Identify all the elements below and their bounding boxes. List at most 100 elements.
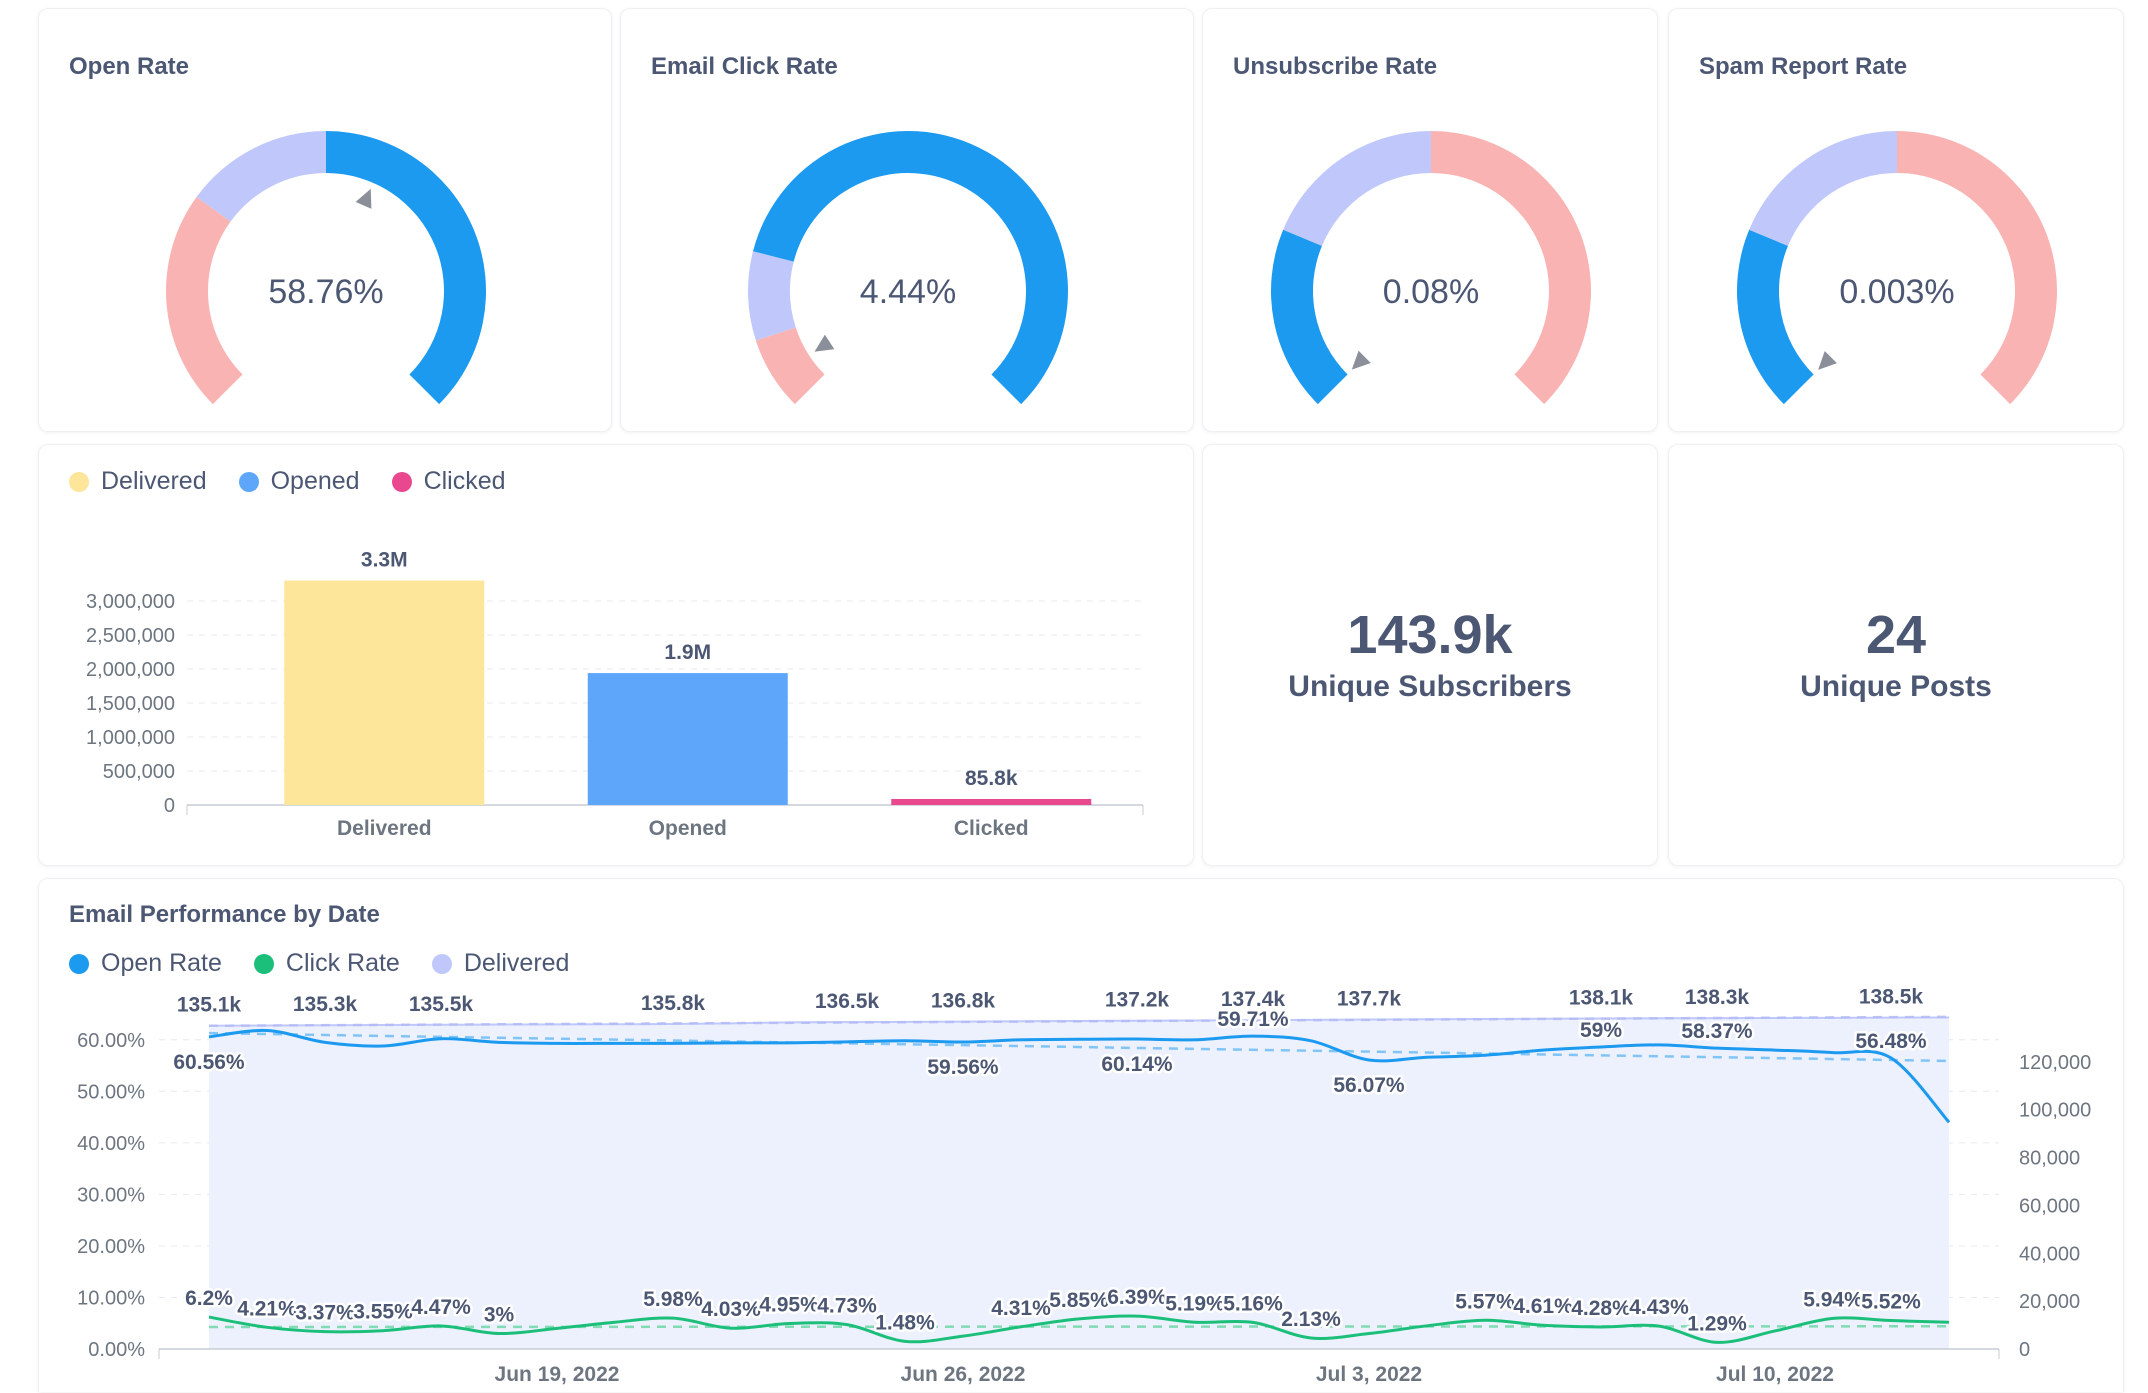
series-delivered-area <box>209 1017 1949 1349</box>
legend-item-open-rate[interactable]: Open Rate <box>69 949 222 978</box>
bar-delivered <box>284 580 485 805</box>
line-chart: 0.00% 10.00% 20.00% 30.00% 40.00% 50.00% 60.00… <box>77 983 2091 1386</box>
y-tick-label: 3,000,000 <box>86 591 175 613</box>
gauge-segment <box>1897 131 2057 405</box>
gauge-card-open-rate: Open Rate 58.76% <box>38 8 612 432</box>
gauge-segment <box>1283 131 1431 246</box>
y-tick-label: 2,000,000 <box>86 659 175 681</box>
gauge-value: 0.08% <box>1383 273 1479 311</box>
legend-dot <box>69 953 89 974</box>
click-rate-data-label: 4.03% <box>701 1298 761 1321</box>
y-right-tick-label: 60,000 <box>2019 1195 2080 1217</box>
click-rate-data-label: 5.19% <box>1165 1292 1225 1315</box>
x-tick-label: Jul 10, 2022 <box>1716 1363 1834 1386</box>
gauge-card-unsubscribe-rate: Unsubscribe Rate 0.08% <box>1202 8 1658 432</box>
delivered-data-label: 138.5k <box>1859 986 1924 1009</box>
gauge-segment <box>1271 229 1348 405</box>
click-rate-data-label: 4.61% <box>1513 1295 1573 1318</box>
stat-card-unique-subscribers: 143.9k Unique Subscribers <box>1202 444 1658 866</box>
bar-value-label: 3.3M <box>361 549 408 572</box>
gauge-segment <box>1431 131 1591 405</box>
open-rate-data-label: 59% <box>1580 1019 1622 1042</box>
y-right-tick-label: 120,000 <box>2019 1052 2091 1074</box>
gauge-card-email-click-rate: Email Click Rate 4.44% <box>620 8 1194 432</box>
bar-value-label: 1.9M <box>664 641 711 664</box>
y-left-tick-label: 40.00% <box>77 1133 145 1155</box>
stat-label: Unique Subscribers <box>1288 669 1572 703</box>
open-rate-data-label: 56.07% <box>1333 1074 1405 1097</box>
click-rate-data-label: 5.57% <box>1455 1290 1515 1313</box>
y-tick-label: 1,000,000 <box>86 727 175 749</box>
legend-item-delivered[interactable]: Delivered <box>69 467 207 496</box>
click-rate-data-label: 4.21% <box>237 1297 297 1320</box>
y-left-tick-label: 10.00% <box>77 1287 145 1309</box>
bar-opened <box>587 673 788 805</box>
delivered-data-label: 137.7k <box>1337 988 1402 1011</box>
delivered-data-label: 137.2k <box>1105 989 1170 1012</box>
legend-dot <box>238 471 259 492</box>
gauge-pointer <box>810 330 839 356</box>
gauge-spam-report-rate: 0.003% <box>1737 131 2057 405</box>
gauge-segment <box>755 327 825 405</box>
legend-label: Delivered <box>101 467 207 495</box>
gauge-open-rate: 58.76% <box>166 131 487 405</box>
x-tick-label: Jun 19, 2022 <box>495 1363 620 1386</box>
gauge-pointer <box>1814 346 1842 374</box>
gauge-title: Email Click Rate <box>651 53 838 80</box>
click-rate-data-label: 3% <box>484 1304 515 1327</box>
legend-label: Clicked <box>423 467 506 495</box>
line-chart-title: Email Performance by Date <box>69 901 380 928</box>
y-tick-label: 0 <box>164 795 175 817</box>
series-click-rate-line <box>208 1314 1950 1344</box>
gauge-value: 58.76% <box>268 273 383 311</box>
x-tick-label: Jul 3, 2022 <box>1316 1363 1422 1386</box>
stat-value: 143.9k <box>1347 605 1513 666</box>
bar-clicked <box>891 799 1092 805</box>
gauge-pointer <box>351 184 375 213</box>
gauge-segment <box>166 196 243 405</box>
click-rate-data-label: 4.73% <box>817 1295 877 1318</box>
delivered-data-label: 136.5k <box>815 990 880 1013</box>
gauge-unsubscribe-rate: 0.08% <box>1271 131 1591 405</box>
legend-item-opened[interactable]: Opened <box>238 467 360 496</box>
delivered-data-label: 136.8k <box>931 990 996 1013</box>
click-rate-data-label: 6.2% <box>185 1287 233 1310</box>
bar-value-label: 85.8k <box>965 767 1018 790</box>
click-rate-data-label: 5.52% <box>1861 1291 1921 1314</box>
stat-label: Unique Posts <box>1800 669 1992 703</box>
delivered-data-label: 135.3k <box>293 993 358 1016</box>
click-rate-data-label: 1.48% <box>875 1311 935 1334</box>
y-left-tick-label: 50.00% <box>77 1081 145 1103</box>
trend-open-rate <box>208 1031 1950 1063</box>
y-right-tick-label: 80,000 <box>2019 1148 2080 1170</box>
trend-delivered <box>208 1015 1950 1028</box>
click-rate-data-label: 2.13% <box>1281 1308 1341 1331</box>
legend-item-delivered[interactable]: Delivered <box>431 949 570 978</box>
gauge-value: 0.003% <box>1839 273 1954 311</box>
legend-dot <box>69 471 89 492</box>
gauge-value: 4.44% <box>860 273 956 311</box>
trend-click-rate <box>208 1325 1950 1329</box>
click-rate-data-label: 1.29% <box>1687 1312 1747 1335</box>
y-left-tick-label: 60.00% <box>77 1030 145 1052</box>
click-rate-data-label: 4.28% <box>1571 1297 1631 1320</box>
legend-label: Click Rate <box>285 949 400 977</box>
line-chart-card: Email Performance by Date Open Rate Clic… <box>38 878 2124 1392</box>
open-rate-data-label: 60.56% <box>173 1051 245 1074</box>
legend-item-clicked[interactable]: Clicked <box>391 467 506 496</box>
click-rate-data-label: 5.98% <box>643 1288 703 1311</box>
delivered-data-label: 138.3k <box>1685 986 1750 1009</box>
click-rate-data-label: 4.31% <box>991 1297 1051 1320</box>
gauge-segment <box>1749 131 1897 246</box>
legend-item-click-rate[interactable]: Click Rate <box>253 949 400 978</box>
gauge-segment <box>748 251 796 341</box>
legend-dot <box>391 471 412 492</box>
open-rate-data-label: 59.71% <box>1217 1008 1289 1031</box>
y-right-tick-label: 100,000 <box>2019 1100 2091 1122</box>
legend-label: Delivered <box>463 949 570 977</box>
legend-label: Open Rate <box>101 949 222 977</box>
open-rate-data-label: 59.56% <box>927 1056 999 1079</box>
bar-chart: 0 500,000 1,000,000 1,500,000 2,000,000 2,500… <box>86 549 1144 840</box>
click-rate-data-label: 4.95% <box>759 1293 819 1316</box>
y-left-tick-label: 20.00% <box>77 1236 145 1258</box>
